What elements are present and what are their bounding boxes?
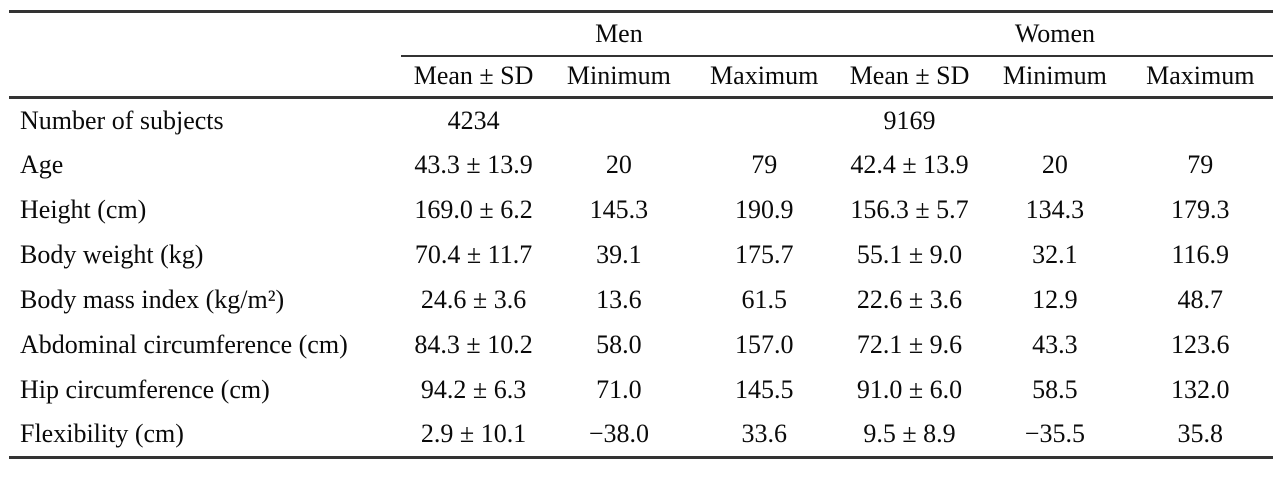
table-row-number-of-subjects: Number of subjects 4234 9169	[9, 98, 1273, 143]
table-cell: −38.0	[546, 412, 692, 459]
table-cell: 79	[751, 150, 778, 179]
row-label: Hip circumference (cm)	[20, 375, 270, 404]
table-cell: 179.3	[1171, 195, 1230, 224]
table-cell: 39.1	[596, 240, 642, 269]
table-cell: 70.4 ± 11.7	[414, 240, 533, 269]
table-row-abdominal-circumference: Abdominal circumference (cm) 84.3 ± 10.2…	[9, 323, 1273, 368]
table-cell: 48.7	[1177, 285, 1224, 314]
column-header-men-maximum: Maximum	[691, 55, 837, 99]
column-header-women-minimum: Minimum	[982, 55, 1128, 99]
row-label: Age	[20, 150, 64, 179]
table-cell: 2.9 ± 10.1	[400, 412, 547, 459]
table-cell: 42.4 ± 13.9	[850, 150, 969, 179]
table-row-body-weight: Body weight (kg) 70.4 ± 11.7 39.1 175.7 …	[9, 233, 1273, 278]
table-cell: 145.3	[589, 195, 649, 224]
table-cell: 12.9	[1032, 285, 1078, 314]
table-cell: 145.5	[734, 375, 794, 404]
row-label: Height (cm)	[20, 195, 147, 224]
table-cell: 71.0	[596, 375, 642, 404]
table-cell: 175.7	[734, 240, 794, 269]
row-label: Flexibility (cm)	[9, 412, 401, 459]
group-header-men: Men	[400, 11, 837, 57]
row-label: Abdominal circumference (cm)	[20, 330, 348, 359]
table-cell: 33.6	[691, 412, 837, 459]
column-header-men-minimum: Minimum	[546, 55, 692, 99]
table-cell: 24.6 ± 3.6	[420, 285, 527, 314]
table-row-hip-circumference: Hip circumference (cm) 94.2 ± 6.3 71.0 1…	[9, 368, 1273, 413]
table-cell: 43.3	[1032, 330, 1078, 359]
table-cell: 72.1 ± 9.6	[856, 330, 963, 359]
table-cell: 91.0 ± 6.0	[856, 375, 963, 404]
table-cell: 9169	[883, 105, 936, 135]
table-cell: 35.8	[1127, 412, 1273, 459]
table-row-flexibility: Flexibility (cm) 2.9 ± 10.1 −38.0 33.6 9…	[9, 412, 1273, 459]
column-header-women-maximum: Maximum	[1127, 55, 1273, 99]
table-cell: 58.0	[596, 330, 642, 359]
column-header-row: Mean ± SD Minimum Maximum Mean ± SD Mini…	[9, 55, 1273, 99]
table-cell: 32.1	[1032, 240, 1078, 269]
table-cell: 13.6	[596, 285, 642, 314]
table-cell: 123.6	[1171, 330, 1230, 359]
column-header-men-mean-sd: Mean ± SD	[400, 55, 547, 99]
table-cell: 4234	[447, 105, 500, 135]
table-cell: 20	[605, 150, 632, 179]
table-cell: 132.0	[1171, 375, 1230, 404]
column-header-spacer	[9, 55, 401, 99]
table-cell: 61.5	[741, 285, 787, 314]
table-cell: 116.9	[1171, 240, 1230, 269]
table-cell: 84.3 ± 10.2	[414, 330, 533, 359]
group-header-women: Women	[836, 11, 1273, 57]
table-cell: 20	[1041, 150, 1068, 179]
row-label: Number of subjects	[20, 105, 224, 135]
table-cell	[1128, 98, 1273, 143]
table-row-body-mass-index: Body mass index (kg/m²) 24.6 ± 3.6 13.6 …	[9, 278, 1273, 323]
table-cell: 58.5	[1032, 375, 1078, 404]
table-row-height: Height (cm) 169.0 ± 6.2 145.3 190.9 156.…	[9, 188, 1273, 233]
table-cell: 43.3 ± 13.9	[414, 150, 533, 179]
table-cell: 157.0	[734, 330, 794, 359]
table-cell: 9.5 ± 8.9	[836, 412, 983, 459]
table-cell: 156.3 ± 5.7	[850, 195, 969, 224]
table-cell	[982, 98, 1127, 143]
row-label: Body mass index (kg/m²)	[20, 285, 285, 314]
table-cell: 22.6 ± 3.6	[856, 285, 963, 314]
table-cell: 190.9	[734, 195, 794, 224]
group-header-spacer	[9, 12, 401, 56]
column-header-women-mean-sd: Mean ± SD	[836, 55, 983, 99]
table-cell: 134.3	[1025, 195, 1085, 224]
table-cell	[546, 98, 691, 143]
table-cell: 55.1 ± 9.0	[856, 240, 963, 269]
table-cell: 94.2 ± 6.3	[420, 375, 527, 404]
table-cell: 169.0 ± 6.2	[414, 195, 533, 224]
group-header-row: Men Women	[9, 11, 1273, 57]
anthropometric-summary-table: Men Women Mean ± SD Minimum Maximum Mean…	[9, 10, 1273, 459]
row-label: Body weight (kg)	[20, 240, 204, 269]
table-cell	[692, 98, 837, 143]
table-cell: −35.5	[982, 412, 1128, 459]
table-cell: 79	[1187, 150, 1214, 179]
table-row-age: Age 43.3 ± 13.9 20 79 42.4 ± 13.9 20 79	[9, 143, 1273, 188]
